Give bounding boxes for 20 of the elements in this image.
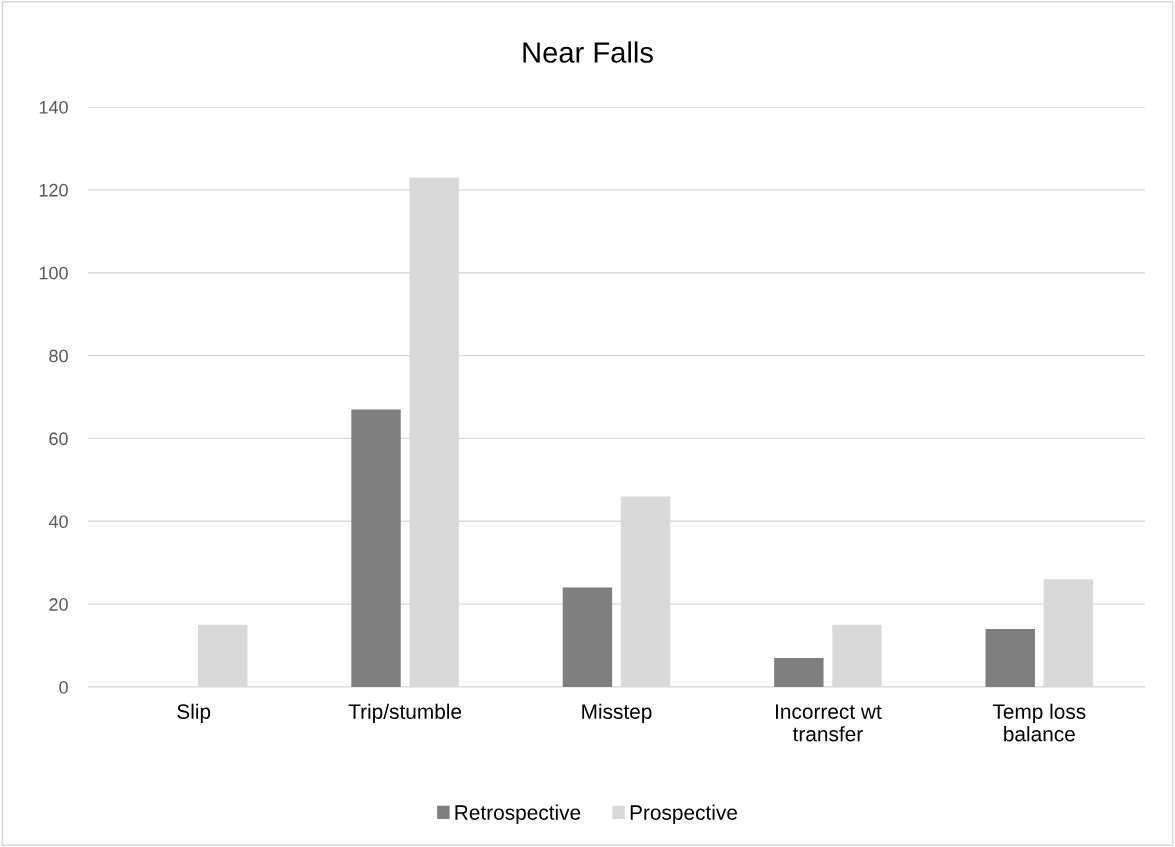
- legend-label: Prospective: [630, 804, 737, 825]
- y-tick-label: 140: [39, 100, 68, 114]
- y-tick-label: 100: [39, 266, 68, 280]
- y-tick-label: 40: [48, 515, 68, 529]
- y-tick-label: 60: [49, 432, 68, 446]
- x-tick-label: Misstep: [582, 703, 652, 724]
- x-tick-label: Trip/stumble: [348, 703, 462, 724]
- x-tick-label: Slip: [177, 703, 211, 724]
- chart-title: Near Falls: [523, 41, 653, 63]
- x-tick-label: Temp loss balance: [992, 703, 1086, 742]
- y-tick-label: 80: [49, 349, 68, 363]
- bar: [351, 409, 401, 687]
- bar: [562, 587, 613, 687]
- y-tick-label: 120: [39, 183, 68, 197]
- legend-label: Retrospective: [455, 804, 581, 825]
- y-tick-label: 20: [49, 598, 68, 611]
- x-tick-label: Incorrect wt transfer: [775, 704, 882, 742]
- y-tick-label: 0: [59, 680, 68, 694]
- bar: [985, 629, 1035, 687]
- bar: [774, 658, 824, 687]
